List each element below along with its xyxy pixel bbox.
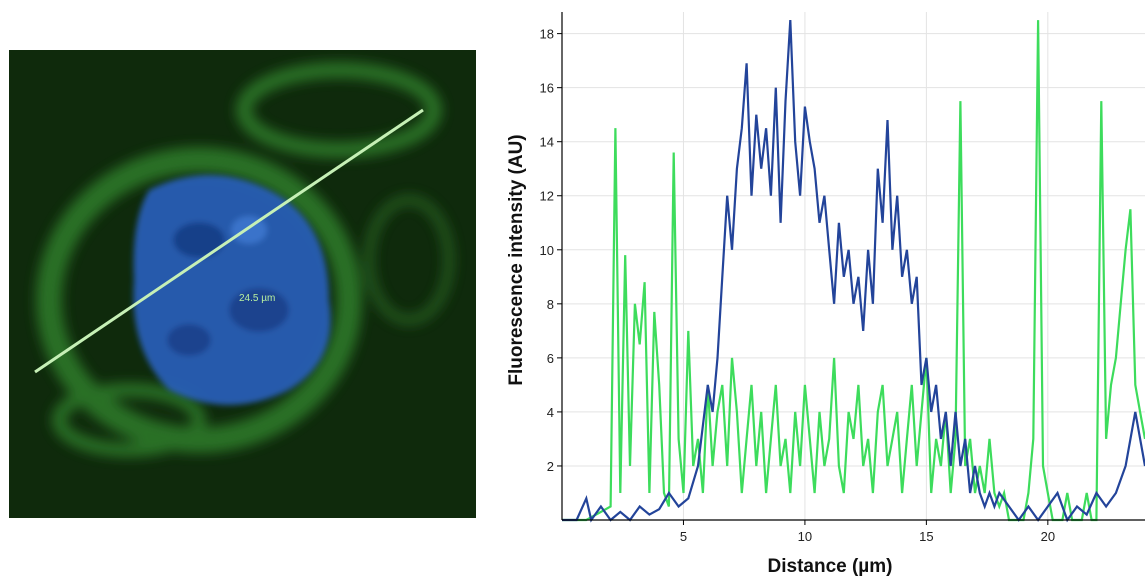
intensity-profile-chart: 2 4 6 8 10 12 14 16 18 5 10 15 20 Distance (µm) Fluo… (490, 0, 1145, 577)
x-tick-label-1: 10 (798, 529, 812, 544)
x-tick-label-2: 15 (919, 529, 933, 544)
y-tick-label-4: 10 (540, 243, 554, 258)
y-tick-label-7: 16 (540, 81, 554, 96)
scale-label: 24.5 µm (239, 293, 275, 304)
y-axis-title: Fluorescence intensity (AU) (506, 134, 527, 385)
x-tick-label-0: 5 (680, 529, 687, 544)
y-tick-label-1: 4 (547, 405, 554, 420)
cell-membrane (36, 62, 454, 457)
ticks: 2 4 6 8 10 12 14 16 18 5 10 15 20 (540, 27, 1056, 544)
y-tick-label-5: 12 (540, 189, 554, 204)
chart-svg: 2 4 6 8 10 12 14 16 18 5 10 15 20 Distance (µm) Fluo… (506, 12, 1145, 577)
micrograph-panel: 24.5 µm (9, 50, 476, 518)
cell-nucleus (133, 175, 331, 405)
y-tick-label-8: 18 (540, 27, 554, 42)
series-1 (562, 20, 1145, 523)
y-tick-label-0: 2 (547, 459, 554, 474)
line-profile-path (34, 108, 424, 374)
y-tick-label-6: 14 (540, 135, 554, 150)
series-line-1 (562, 20, 1145, 523)
micrograph-image: 24.5 µm (9, 50, 476, 518)
y-tick-label-3: 8 (547, 297, 554, 312)
y-tick-label-2: 6 (547, 351, 554, 366)
grid (562, 12, 1145, 520)
plot-area (562, 12, 1145, 520)
x-axis-title: Distance (µm) (768, 556, 893, 577)
x-tick-label-3: 20 (1041, 529, 1055, 544)
